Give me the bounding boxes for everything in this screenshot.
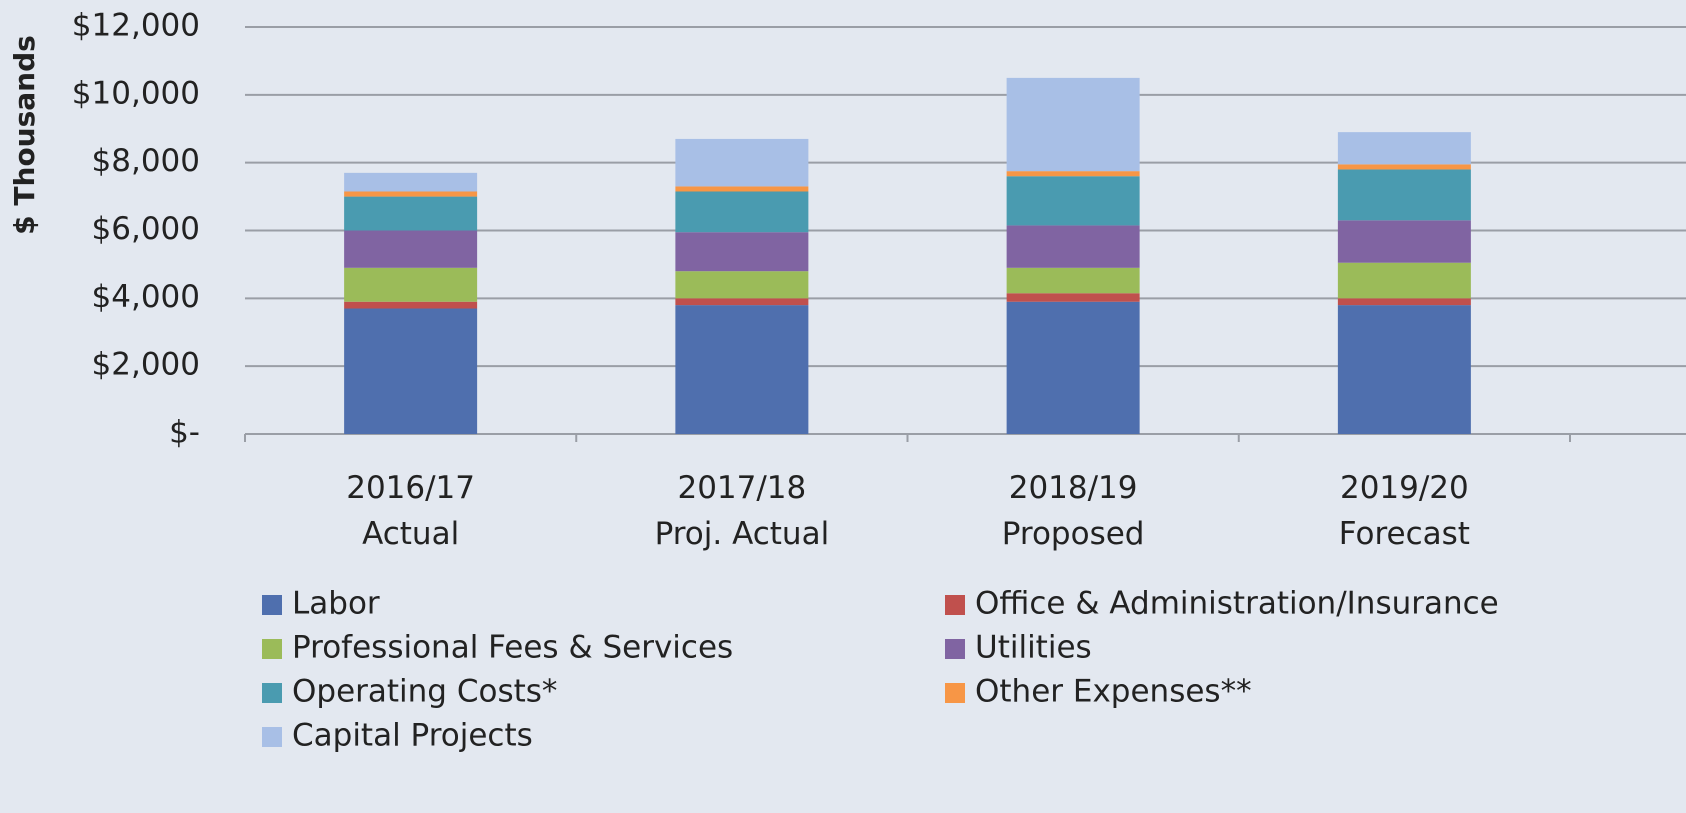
bar-segment bbox=[1337, 298, 1471, 306]
x-tick-label: 2017/18 Proj. Actual bbox=[654, 470, 830, 552]
legend-label: Office & Administration/Insurance bbox=[975, 586, 1499, 622]
bar-segment bbox=[344, 196, 478, 231]
legend-swatch bbox=[945, 595, 965, 615]
bar-segment bbox=[675, 232, 809, 272]
y-axis-label: $ Thousands bbox=[8, 35, 41, 235]
bar-segment bbox=[1006, 293, 1140, 302]
y-tick-label: $2,000 bbox=[92, 347, 200, 383]
bar-segment bbox=[344, 191, 478, 197]
bar-segment bbox=[344, 230, 478, 268]
legend-swatch bbox=[945, 683, 965, 703]
bar-segment bbox=[675, 138, 809, 187]
legend-label: Operating Costs* bbox=[292, 674, 557, 710]
y-tick-label: $- bbox=[169, 415, 200, 451]
x-tick-label: 2018/19 Proposed bbox=[1001, 470, 1145, 552]
x-tick-label: 2016/17 Actual bbox=[346, 470, 476, 552]
legend-swatch bbox=[945, 639, 965, 659]
bar-segment bbox=[1337, 169, 1471, 221]
y-tick-label: $6,000 bbox=[92, 211, 200, 247]
y-tick-label: $8,000 bbox=[92, 143, 200, 179]
y-tick-label: $4,000 bbox=[92, 279, 200, 315]
legend-label: Other Expenses** bbox=[975, 674, 1252, 710]
bar-segment bbox=[1006, 225, 1140, 268]
bar-segment bbox=[1337, 164, 1471, 170]
legend-label: Labor bbox=[292, 586, 380, 622]
bar-segment bbox=[675, 305, 809, 434]
bar-segment bbox=[1337, 262, 1471, 299]
bar-segment bbox=[1006, 301, 1140, 434]
bar-segment bbox=[1337, 220, 1471, 263]
bar-segment bbox=[1006, 176, 1140, 226]
bar-segment bbox=[344, 301, 478, 309]
bar-segment bbox=[675, 191, 809, 233]
legend-swatch bbox=[262, 683, 282, 703]
bar-segment bbox=[675, 298, 809, 306]
bar-segment bbox=[1337, 305, 1471, 434]
bar-segment bbox=[675, 186, 809, 192]
y-tick-label: $10,000 bbox=[72, 75, 200, 111]
legend-swatch bbox=[262, 639, 282, 659]
bar-segment bbox=[1006, 171, 1140, 177]
bar-segment bbox=[344, 267, 478, 302]
bar-segment bbox=[1006, 267, 1140, 294]
legend-swatch bbox=[262, 727, 282, 747]
bar-segment bbox=[344, 308, 478, 434]
legend-swatch bbox=[262, 595, 282, 615]
bar-segment bbox=[675, 271, 809, 299]
bar-segment bbox=[1337, 132, 1471, 165]
legend-label: Utilities bbox=[975, 630, 1092, 666]
bar-segment bbox=[1006, 77, 1140, 172]
x-tick-label: 2019/20 Forecast bbox=[1338, 470, 1470, 552]
legend-label: Capital Projects bbox=[292, 718, 533, 754]
legend-label: Professional Fees & Services bbox=[292, 630, 733, 666]
y-tick-label: $12,000 bbox=[72, 8, 200, 44]
bar-segment bbox=[344, 172, 478, 192]
